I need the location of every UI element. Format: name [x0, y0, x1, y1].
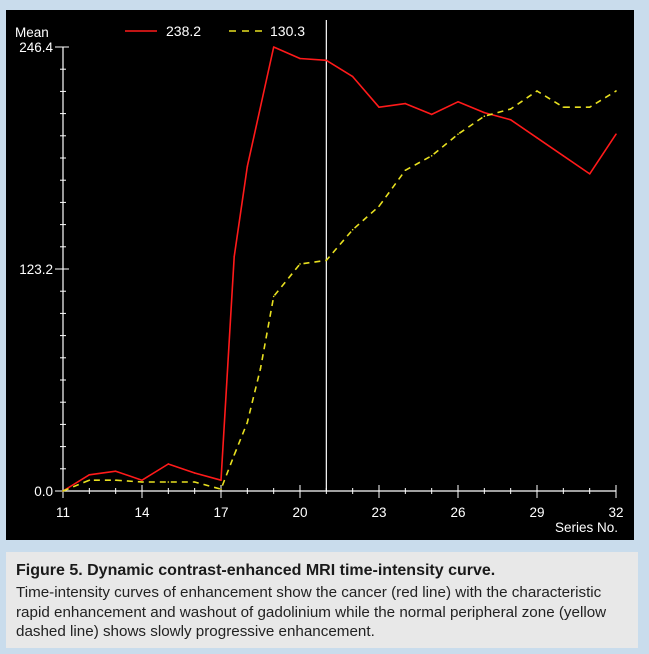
series-1-point	[167, 481, 170, 483]
series-1-point	[62, 490, 64, 492]
chart-panel	[6, 10, 634, 540]
x-tick-label: 20	[292, 505, 307, 520]
series-0-point	[233, 255, 235, 258]
series-line-0	[62, 46, 617, 492]
time-intensity-chart: 246.4 123.2 0.0 Mean 11 14 17 20 23 26 29 32Series …	[15, 20, 624, 535]
legend-label: 130.3	[270, 23, 305, 39]
series-0-point	[378, 106, 380, 108]
series-1-point	[259, 367, 262, 370]
x-tick-label: 32	[608, 505, 623, 520]
series-1-point	[272, 295, 275, 298]
series-0-point	[483, 111, 486, 114]
series-1-point	[193, 481, 196, 483]
series-line-1	[62, 90, 617, 492]
series-0-point	[509, 118, 512, 121]
series-0-point	[615, 133, 617, 136]
series-0-point	[272, 46, 275, 48]
series-0-point	[88, 473, 91, 476]
series-0-point	[299, 57, 301, 60]
caption-body: Time-intensity curves of enhancement sho…	[16, 584, 607, 640]
x-axis-label: Series No.	[555, 520, 618, 535]
y-axis-label: Mean	[15, 25, 49, 40]
x-tick-label: 23	[371, 505, 386, 520]
series-0-point	[430, 113, 433, 116]
y-tick-label: 246.4	[19, 40, 53, 55]
series-1-point	[325, 259, 328, 262]
x-tick-label: 26	[450, 505, 465, 520]
series-1-point	[536, 90, 538, 92]
series-1-point	[457, 133, 459, 136]
series-1-point	[562, 106, 565, 108]
series-0-point	[114, 470, 117, 472]
series-0-point	[193, 472, 196, 474]
series-0-point	[536, 137, 538, 139]
series-1-point	[588, 106, 591, 108]
series-1-point	[509, 108, 512, 110]
series-0-point	[220, 479, 222, 481]
series-1-point	[114, 479, 117, 481]
series-0-point	[351, 75, 354, 78]
x-tick-label: 14	[134, 505, 150, 520]
series-0-point	[457, 100, 459, 103]
series-0-point	[246, 165, 249, 168]
series-1-point	[378, 205, 380, 208]
figure-caption: Figure 5. Dynamic contrast-enhanced MRI …	[6, 552, 638, 648]
series-0-point	[404, 102, 407, 105]
x-tick-label: 29	[529, 505, 544, 520]
y-tick-label: 0.0	[34, 484, 53, 499]
series-1-point	[404, 169, 407, 172]
series-0-point	[588, 173, 591, 175]
series-1-point	[430, 155, 433, 157]
series-1-point	[299, 263, 301, 265]
series-1-point	[233, 454, 235, 456]
series-1-point	[615, 90, 617, 92]
series-1-point	[88, 479, 91, 481]
x-tick-label: 17	[213, 505, 228, 520]
series-0-point	[141, 479, 143, 481]
series-0-point	[562, 155, 565, 157]
x-tick-label: 11	[56, 505, 70, 520]
y-tick-label: 123.2	[19, 262, 53, 277]
series-0-point	[325, 59, 328, 62]
series-1-point	[351, 228, 354, 231]
series-1-point	[483, 115, 486, 117]
series-0-point	[167, 463, 170, 465]
legend-label: 238.2	[166, 23, 201, 39]
series-1-point	[246, 421, 249, 424]
series-1-point	[220, 488, 222, 490]
series-1-point	[141, 481, 143, 483]
caption-title: Figure 5. Dynamic contrast-enhanced MRI …	[16, 562, 496, 579]
